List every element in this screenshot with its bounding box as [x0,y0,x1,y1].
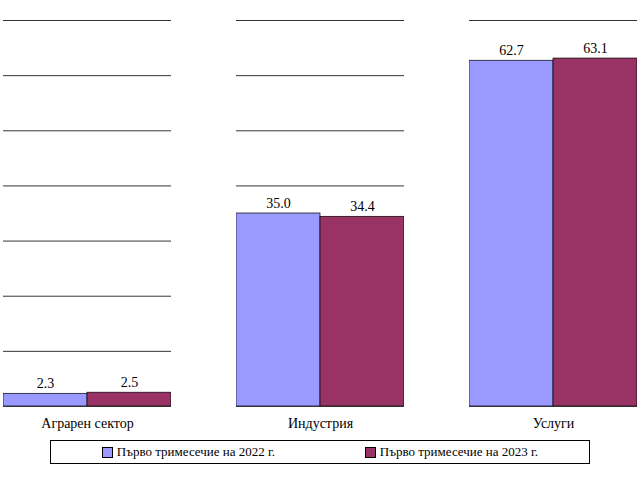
svg-text:35.0: 35.0 [266,196,291,211]
svg-text:2.5: 2.5 [121,375,139,390]
svg-text:Услуги: Услуги [533,416,575,431]
svg-text:62.7: 62.7 [499,43,524,58]
svg-text:Индустрия: Индустрия [288,416,354,431]
svg-text:34.4: 34.4 [350,199,375,214]
html-text:Първо тримесечие на 2023 г.: Първо тримесечие на 2023 г. [379,444,539,459]
svg-text:63.1: 63.1 [583,41,608,56]
html-text:Първо тримесечие на 2022 г.: Първо тримесечие на 2022 г. [116,444,276,459]
svg-text:2.3: 2.3 [37,376,55,391]
svg-text:Аграрен сектор: Аграрен сектор [41,416,133,431]
